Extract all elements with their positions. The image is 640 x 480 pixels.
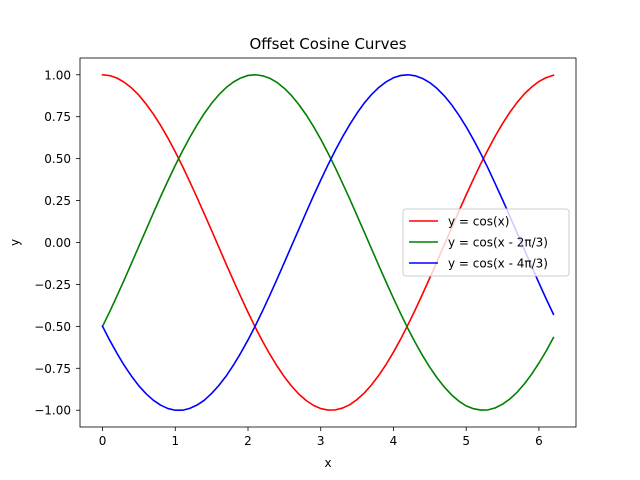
x-tick-label: 1 — [171, 434, 179, 448]
series-lines — [101, 73, 555, 412]
y-tick-label: 0.25 — [44, 194, 71, 208]
x-axis-ticks: 0 1 2 3 4 5 6 — [99, 427, 543, 448]
x-tick-label: 4 — [390, 434, 398, 448]
chart-title: Offset Cosine Curves — [249, 35, 406, 53]
series-line-1 — [101, 73, 555, 411]
x-tick-label: 0 — [99, 434, 107, 448]
y-tick-label: 0.75 — [44, 110, 71, 124]
legend-label-2: y = cos(x - 2π/3) — [448, 236, 548, 250]
legend-label-3: y = cos(x - 4π/3) — [448, 257, 548, 271]
x-tick-label: 5 — [462, 434, 470, 448]
y-tick-label: 1.00 — [44, 68, 71, 82]
x-tick-label: 6 — [535, 434, 543, 448]
x-tick-label: 2 — [244, 434, 252, 448]
legend-label-1: y = cos(x) — [448, 215, 509, 229]
y-tick-label: 0.50 — [44, 152, 71, 166]
y-axis-ticks: 1.00 0.75 0.50 0.25 0.00 −0.25 −0.50 −0.75 −1.00 — [34, 68, 80, 418]
y-tick-label: 0.00 — [44, 236, 71, 250]
legend-box — [402, 208, 570, 277]
y-axis-label: y — [8, 239, 22, 246]
x-tick-label: 3 — [317, 434, 325, 448]
y-tick-label: −0.25 — [34, 278, 71, 292]
legend: y = cos(x) y = cos(x - 2π/3) y = cos(x - 4… — [402, 208, 570, 277]
series-line-2 — [101, 73, 555, 411]
series-line-3 — [101, 73, 555, 412]
y-tick-label: −1.00 — [34, 404, 71, 418]
y-tick-label: −0.75 — [34, 362, 71, 376]
y-tick-label: −0.50 — [34, 320, 71, 334]
x-axis-label: x — [324, 456, 331, 470]
